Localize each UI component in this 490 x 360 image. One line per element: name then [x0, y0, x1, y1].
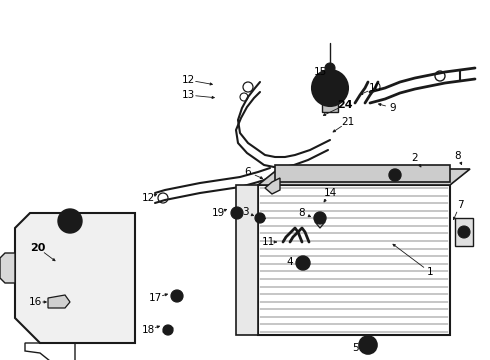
- Circle shape: [58, 209, 82, 233]
- Text: 17: 17: [148, 293, 162, 303]
- Circle shape: [363, 340, 373, 350]
- Text: 6: 6: [245, 167, 251, 177]
- Text: 5: 5: [352, 343, 358, 353]
- Text: 24: 24: [337, 100, 353, 110]
- Text: 14: 14: [323, 188, 337, 198]
- Text: 13: 13: [181, 90, 195, 100]
- Circle shape: [296, 256, 310, 270]
- Circle shape: [359, 336, 377, 354]
- Text: 3: 3: [242, 207, 248, 217]
- Text: 16: 16: [28, 297, 42, 307]
- Polygon shape: [15, 213, 135, 343]
- Text: 8: 8: [299, 208, 305, 218]
- Bar: [455, 218, 473, 246]
- Text: 20: 20: [30, 243, 46, 253]
- Polygon shape: [236, 185, 258, 335]
- Circle shape: [458, 226, 470, 238]
- Circle shape: [231, 207, 243, 219]
- Text: 7: 7: [457, 200, 464, 210]
- Circle shape: [300, 260, 306, 266]
- Text: 1: 1: [427, 267, 433, 277]
- Circle shape: [320, 78, 340, 98]
- Circle shape: [163, 325, 173, 335]
- Text: 4: 4: [287, 257, 294, 267]
- Bar: [258, 185, 450, 335]
- Text: 9: 9: [390, 103, 396, 113]
- Circle shape: [389, 169, 401, 181]
- Circle shape: [325, 63, 335, 73]
- Text: 19: 19: [211, 208, 224, 218]
- Text: 12: 12: [181, 75, 195, 85]
- Polygon shape: [258, 169, 470, 185]
- Polygon shape: [265, 178, 280, 194]
- Text: 8: 8: [455, 151, 461, 161]
- Polygon shape: [0, 253, 15, 283]
- Bar: [275, 165, 450, 182]
- Text: 11: 11: [261, 237, 274, 247]
- Polygon shape: [48, 295, 70, 308]
- Text: 12: 12: [142, 193, 155, 203]
- Text: 15: 15: [314, 67, 327, 77]
- Circle shape: [312, 70, 348, 106]
- Text: 10: 10: [368, 83, 382, 93]
- Circle shape: [171, 290, 183, 302]
- Circle shape: [314, 212, 326, 224]
- Bar: [322, 100, 338, 112]
- Text: 21: 21: [342, 117, 355, 127]
- Text: 18: 18: [142, 325, 155, 335]
- Text: 2: 2: [412, 153, 418, 163]
- Circle shape: [255, 213, 265, 223]
- Circle shape: [63, 214, 77, 228]
